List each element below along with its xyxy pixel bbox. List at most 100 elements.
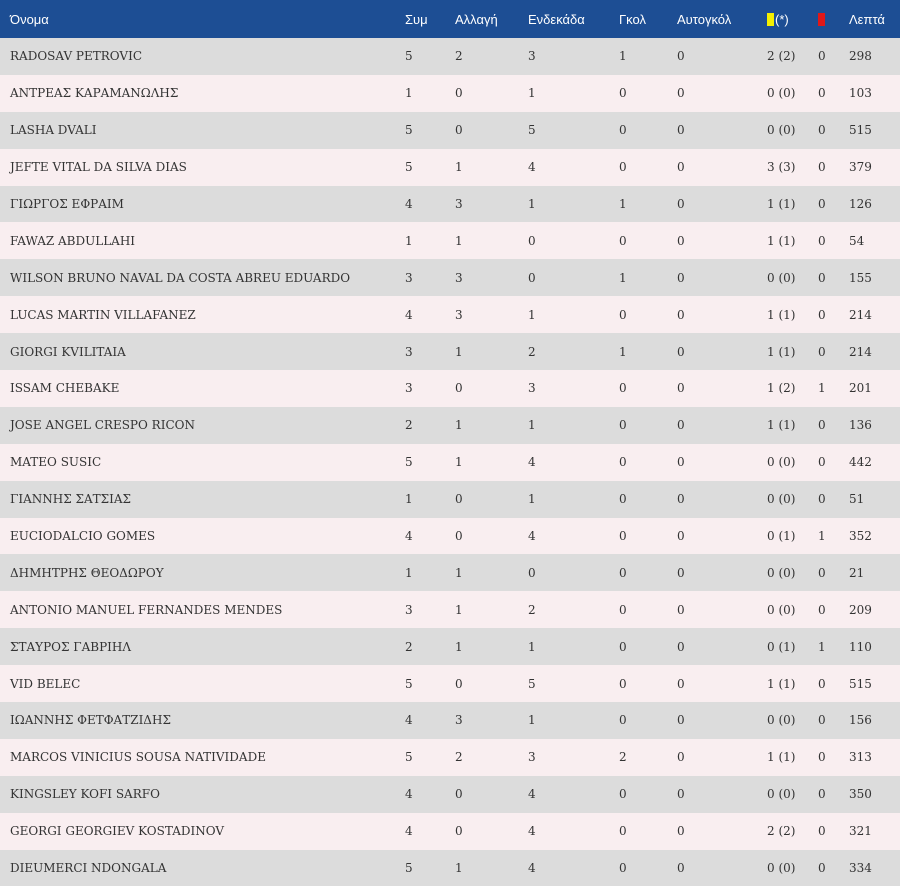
red-cards-cell: 0 — [818, 602, 826, 617]
sub-cell: 1 — [455, 160, 463, 175]
header-name[interactable]: Όνομα — [10, 11, 49, 27]
table-row: ISSAM CHEBAKE 3 0 3 0 0 1 (2) 1 201 — [0, 370, 900, 407]
red-cards-cell: 0 — [818, 492, 826, 507]
table-row: EUCIODALCIO GOMES 4 0 4 0 0 0 (1) 1 352 — [0, 517, 900, 555]
apps-cell: 4 — [405, 307, 413, 322]
goals-cell: 0 — [619, 123, 627, 138]
own-goals-cell: 0 — [677, 492, 685, 507]
start-cell: 2 — [528, 602, 536, 617]
table-row: VID BELEC 5 0 5 0 0 1 (1) 0 515 — [0, 665, 900, 703]
sub-cell: 2 — [455, 49, 463, 64]
player-name: JOSE ANGEL CRESPO RICON — [10, 418, 195, 433]
header-goals[interactable]: Γκολ — [619, 11, 646, 27]
own-goals-cell: 0 — [677, 713, 685, 728]
red-cards-cell: 0 — [818, 86, 826, 101]
goals-cell: 1 — [619, 270, 627, 285]
goals-cell: 1 — [619, 49, 627, 64]
header-sub[interactable]: Αλλαγή — [455, 11, 498, 27]
minutes-cell: 379 — [849, 160, 872, 175]
header-apps[interactable]: Συμ — [405, 11, 428, 27]
yellow-cards-cell: 0 (0) — [767, 713, 796, 728]
sub-cell: 1 — [455, 455, 463, 470]
sub-cell: 3 — [455, 270, 463, 285]
table-row: KINGSLEY KOFI SARFO 4 0 4 0 0 0 (0) 0 350 — [0, 775, 900, 813]
header-start[interactable]: Ενδεκάδα — [528, 11, 585, 27]
start-cell: 1 — [528, 639, 536, 654]
player-name: GIORGI KVILITAIA — [10, 344, 126, 359]
player-name: ΙΩΑΝΝΗΣ ΦΕΤΦΑΤΖΙΔΗΣ — [10, 713, 171, 728]
minutes-cell: 201 — [849, 381, 872, 396]
table-row: MATEO SUSIC 5 1 4 0 0 0 (0) 0 442 — [0, 443, 900, 481]
sub-cell: 0 — [455, 787, 463, 802]
apps-cell: 1 — [405, 492, 413, 507]
yellow-cards-cell: 0 (0) — [767, 787, 796, 802]
sub-cell: 0 — [455, 123, 463, 138]
goals-cell: 0 — [619, 861, 627, 876]
sub-cell: 3 — [455, 307, 463, 322]
apps-cell: 3 — [405, 270, 413, 285]
header-red-cards[interactable] — [818, 0, 849, 38]
red-cards-cell: 0 — [818, 713, 826, 728]
sub-cell: 1 — [455, 418, 463, 433]
goals-cell: 0 — [619, 639, 627, 654]
minutes-cell: 156 — [849, 713, 872, 728]
player-name: RADOSAV PETROVIC — [10, 49, 143, 64]
yellow-cards-cell: 0 (0) — [767, 455, 796, 470]
table-row: ΙΩΑΝΝΗΣ ΦΕΤΦΑΤΖΙΔΗΣ 4 3 1 0 0 0 (0) 0 156 — [0, 702, 900, 739]
start-cell: 5 — [528, 676, 536, 691]
goals-cell: 0 — [619, 565, 627, 580]
apps-cell: 1 — [405, 233, 413, 248]
red-cards-cell: 0 — [818, 123, 826, 138]
table-row: ANTONIO MANUEL FERNANDES MENDES 3 1 2 0 0 0 (0… — [0, 591, 900, 629]
own-goals-cell: 0 — [677, 639, 685, 654]
minutes-cell: 136 — [849, 418, 872, 433]
player-name: DIEUMERCI NDONGALA — [10, 861, 167, 876]
header-minutes[interactable]: Λεπτά — [849, 11, 885, 27]
table-row: MARCOS VINICIUS SOUSA NATIVIDADE 5 2 3 2 0 1 (… — [0, 738, 900, 776]
minutes-cell: 21 — [849, 565, 865, 580]
start-cell: 0 — [528, 565, 536, 580]
own-goals-cell: 0 — [677, 123, 685, 138]
player-name: ΑΝΤΡΕΑΣ ΚΑΡΑΜΑΝΩΛΗΣ — [10, 86, 179, 101]
start-cell: 0 — [528, 270, 536, 285]
player-name: ΣΤΑΥΡΟΣ ΓΑΒΡΙΗΛ — [10, 639, 132, 654]
start-cell: 1 — [528, 197, 536, 211]
start-cell: 4 — [528, 160, 536, 175]
apps-cell: 3 — [405, 381, 413, 396]
minutes-cell: 313 — [849, 750, 872, 765]
sub-cell: 3 — [455, 713, 463, 728]
apps-cell: 5 — [405, 750, 413, 765]
table-row: WILSON BRUNO NAVAL DA COSTA ABREU EDUARD… — [0, 259, 900, 297]
goals-cell: 0 — [619, 233, 627, 248]
goals-cell: 0 — [619, 676, 627, 691]
apps-cell: 5 — [405, 861, 413, 876]
header-yellow-cards[interactable]: (*) — [767, 0, 818, 38]
start-cell: 2 — [528, 344, 536, 359]
own-goals-cell: 0 — [677, 270, 685, 285]
sub-cell: 0 — [455, 529, 463, 544]
minutes-cell: 51 — [849, 492, 865, 507]
apps-cell: 5 — [405, 160, 413, 175]
sub-cell: 1 — [455, 602, 463, 617]
table-row: LUCAS MARTIN VILLAFANEZ 4 3 1 0 0 1 (1) 0 214 — [0, 296, 900, 334]
table-row: ΓΙΩΡΓΟΣ ΕΦΡΑΙΜ 4 3 1 1 0 1 (1) 0 126 — [0, 185, 900, 223]
minutes-cell: 442 — [849, 455, 872, 470]
own-goals-cell: 0 — [677, 49, 685, 64]
yellow-cards-cell: 1 (1) — [767, 307, 796, 322]
start-cell: 3 — [528, 49, 536, 64]
start-cell: 1 — [528, 492, 536, 507]
apps-cell: 3 — [405, 344, 413, 359]
table-body: RADOSAV PETROVIC 5 2 3 1 0 2 (2) 0 298 ΑΝΤΡΕΑΣ ΚΑ… — [0, 38, 900, 886]
red-cards-cell: 0 — [818, 270, 826, 285]
yellow-cards-cell: 0 (1) — [767, 639, 796, 654]
apps-cell: 5 — [405, 49, 413, 64]
minutes-cell: 214 — [849, 307, 872, 322]
goals-cell: 0 — [619, 602, 627, 617]
goals-cell: 2 — [619, 750, 627, 765]
minutes-cell: 321 — [849, 824, 872, 839]
table-row: ΔΗΜΗΤΡΗΣ ΘΕΟΔΩΡΟΥ 1 1 0 0 0 0 (0) 0 21 — [0, 554, 900, 592]
sub-cell: 0 — [455, 381, 463, 396]
goals-cell: 0 — [619, 381, 627, 396]
header-own-goals[interactable]: Αυτογκόλ — [677, 11, 732, 27]
